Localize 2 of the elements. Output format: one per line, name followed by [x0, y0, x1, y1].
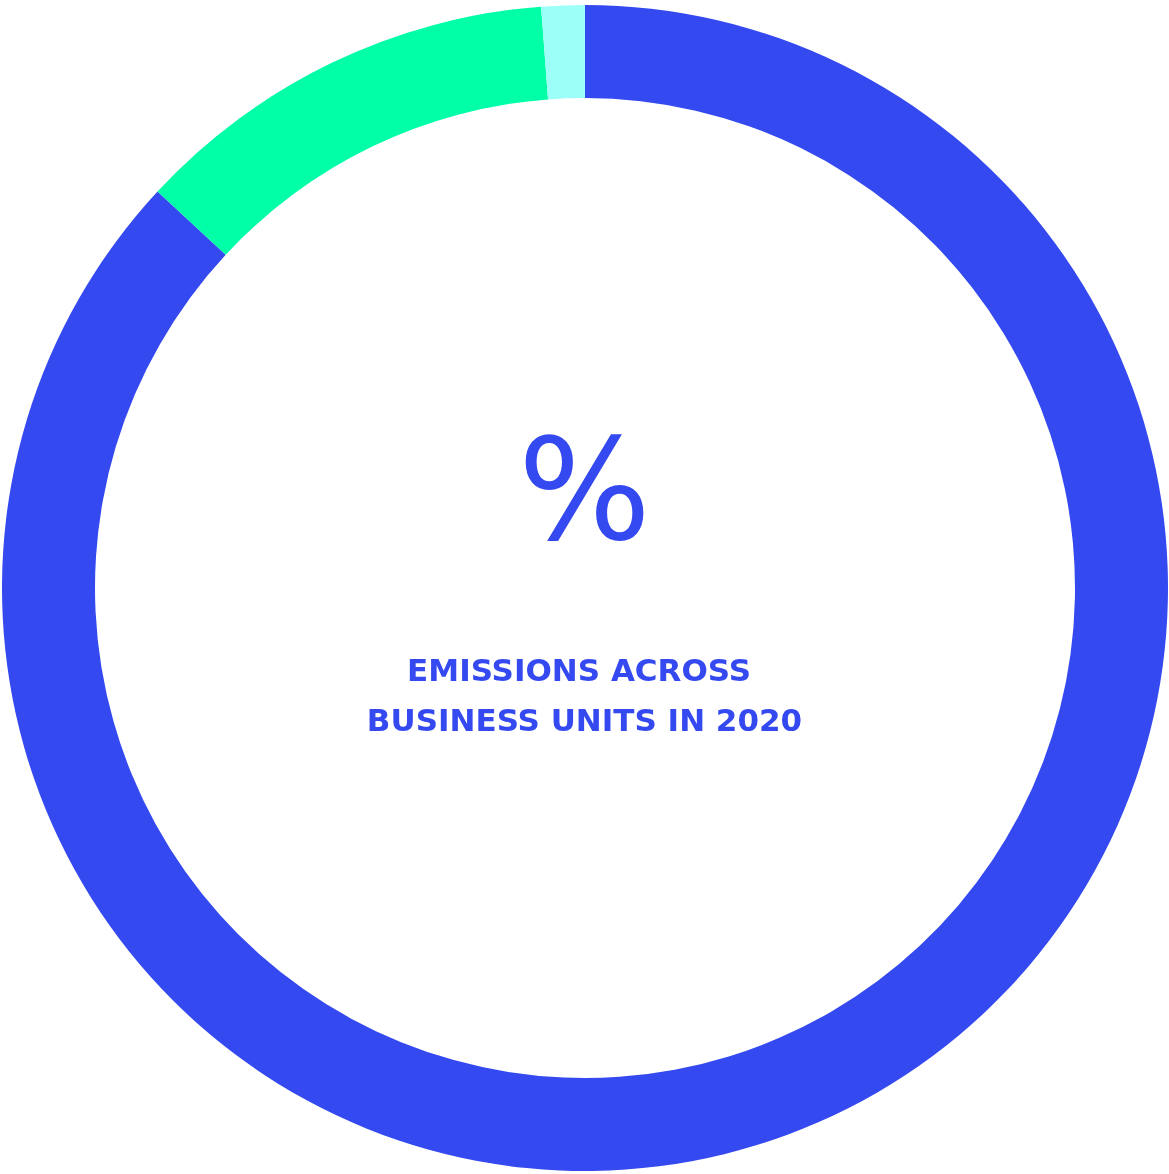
text: % — [517, 408, 652, 572]
text: EMISSIONS ACROSS BUSINESS UNITS IN 2020 — [366, 652, 803, 738]
